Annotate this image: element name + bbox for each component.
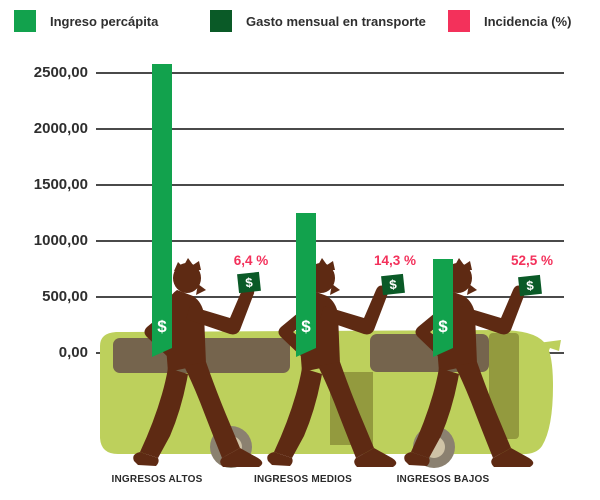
gridline-1000 — [96, 240, 564, 242]
ytick-2500: 2500,00 — [33, 64, 88, 81]
bar-dollar-altos: $ — [157, 317, 167, 336]
legend-swatch-ingreso — [14, 10, 36, 32]
category-label-medios: INGRESOS MEDIOS — [253, 474, 352, 485]
gasto-bill-altos: $ — [237, 271, 261, 294]
bill-dollar-icon: $ — [388, 276, 398, 293]
bar-ingreso-medios — [296, 213, 316, 357]
gasto-bill-medios: $ — [381, 273, 405, 296]
legend-item-incidencia: Incidencia (%) — [448, 9, 571, 33]
category-label-bajos: INGRESOS BAJOS — [396, 474, 490, 485]
bill-dollar-icon: $ — [244, 274, 254, 291]
bill-dollar-icon: $ — [525, 277, 535, 294]
ytick-2000: 2000,00 — [33, 120, 88, 137]
bar-dollar-bajos: $ — [438, 317, 448, 336]
gridline-500 — [96, 296, 564, 298]
incidencia-label-bajos: 52,5 % — [510, 253, 554, 268]
incidencia-label-medios: 14,3 % — [373, 253, 417, 268]
ytick-1000: 1000,00 — [33, 232, 88, 249]
category-label-altos: INGRESOS ALTOS — [111, 474, 203, 485]
gridline-1500 — [96, 184, 564, 186]
legend-swatch-gasto — [210, 10, 232, 32]
gasto-bill-bajos: $ — [518, 274, 542, 297]
legend-label-gasto: Gasto mensual en transporte — [246, 13, 426, 29]
ytick-1500: 1500,00 — [33, 176, 88, 193]
ytick-0: 0,00 — [58, 344, 88, 361]
legend-item-gasto: Gasto mensual en transporte — [210, 9, 426, 33]
bar-dollar-medios: $ — [301, 317, 311, 336]
bar-ingreso-altos — [152, 64, 172, 357]
legend-item-ingreso: Ingreso percápita — [14, 9, 158, 33]
gridline-2000 — [96, 128, 564, 130]
incidencia-label-altos: 6,4 % — [233, 253, 269, 268]
legend-swatch-incidencia — [448, 10, 470, 32]
legend-label-incidencia: Incidencia (%) — [484, 13, 572, 29]
gridline-2500 — [96, 72, 564, 74]
bar-ingreso-bajos — [433, 259, 453, 357]
bus-door-front — [489, 333, 519, 439]
legend-label-ingreso: Ingreso percápita — [50, 13, 159, 29]
ytick-500: 500,00 — [42, 288, 88, 305]
